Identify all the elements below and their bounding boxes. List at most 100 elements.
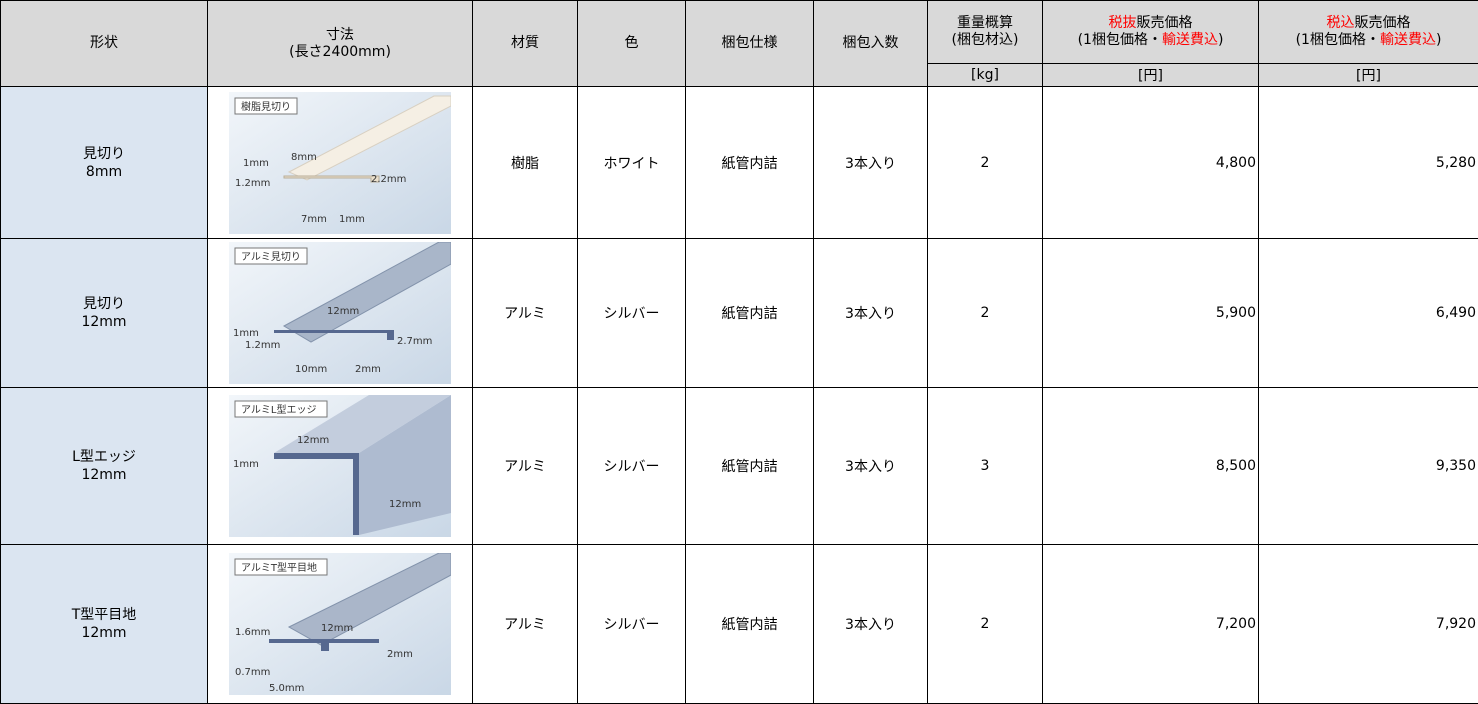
price-excl-cell: 4,800	[1042, 85, 1259, 240]
diagram-title-box	[234, 97, 298, 115]
profile-section	[269, 638, 379, 651]
diagram: 樹脂見切り 1mm 8mm 1.2mm 2.2mm 7mm 1mm	[229, 91, 451, 234]
table-row: 見切り 12mm アルミ見切り 12mm 1mm 1.2mm 2.7mm 10mm 2mm アルミ…	[0, 238, 1478, 389]
shape-cell: L型エッジ 12mm	[0, 387, 208, 545]
header-line: (長さ2400mm)	[209, 44, 472, 61]
diagram-cell: 樹脂見切り 1mm 8mm 1.2mm 2.2mm 7mm 1mm	[207, 85, 473, 240]
packing-cell: 紙管内詰	[685, 238, 814, 389]
dimension-label: 1mm	[233, 328, 259, 339]
dimension-label: 1mm	[339, 214, 365, 225]
header-line: 梱包仕様	[687, 35, 813, 52]
shape-text: 12mm	[81, 467, 127, 484]
header-line: (梱包材込)	[929, 32, 1042, 49]
shape-text: 12mm	[81, 624, 127, 641]
packing-cell: 紙管内詰	[685, 543, 814, 704]
price-incl-cell: 9,350	[1258, 387, 1478, 545]
dimension-label: 5.0mm	[269, 683, 304, 694]
header-text: )	[1217, 32, 1224, 48]
dimension-label: 12mm	[327, 306, 359, 317]
header-text: 材質	[511, 35, 539, 51]
price-incl-cell: 5,280	[1258, 85, 1478, 240]
shape-cell: T型平目地 12mm	[0, 543, 208, 704]
header-text: (1梱包価格・	[1295, 32, 1380, 48]
header-text: (1梱包価格・	[1077, 32, 1162, 48]
diagram-title: 樹脂見切り	[241, 100, 291, 113]
header-text: 色	[624, 35, 639, 51]
header-text: 税込	[1326, 15, 1355, 31]
diagram-title-box	[234, 558, 328, 576]
header-cell: 税込販売価格 (1梱包価格・輸送費込)	[1258, 0, 1478, 64]
header-cell: 梱包仕様	[685, 0, 814, 87]
header-cell: 寸法 (長さ2400mm)	[207, 0, 473, 87]
diagram-title: アルミT型平目地	[241, 561, 317, 574]
shape-text: 見切り	[83, 296, 125, 313]
profile-section	[274, 330, 394, 341]
dimension-label: 2.2mm	[371, 174, 406, 185]
diagram-title: アルミL型エッジ	[241, 403, 316, 416]
table-row: 見切り 8mm 樹脂見切り 1mm 8mm 1.2mm 2.2mm 7mm 1mm 樹脂 ホワイト紙…	[0, 85, 1478, 240]
header-line: 形状	[2, 35, 207, 52]
diagram-cell: アルミL型エッジ 12mm 1mm 12mm	[207, 387, 473, 545]
header-cell: 形状	[0, 0, 208, 87]
header-text: 輸送費込	[1379, 32, 1436, 48]
header-text: 販売価格	[1354, 15, 1411, 31]
shape-text: L型エッジ	[72, 449, 136, 466]
shape-text: 12mm	[81, 314, 127, 331]
price-excl-cell: 5,900	[1042, 238, 1259, 389]
header-cell: 梱包入数	[813, 0, 928, 87]
color-cell: シルバー	[577, 543, 686, 704]
unit-cell: [kg]	[927, 63, 1043, 87]
dimension-label: 2mm	[355, 364, 381, 375]
header-line: 税込販売価格	[1260, 15, 1478, 32]
packing-cell: 紙管内詰	[685, 85, 814, 240]
header-line: 材質	[474, 35, 577, 52]
unit-cell: [円]	[1042, 63, 1259, 87]
dimension-label: 1.2mm	[245, 340, 280, 351]
header-line: 色	[579, 35, 685, 52]
table-row: L型エッジ 12mm アルミL型エッジ 12mm 1mm 12mm アルミ シルバー 紙管内詰 3…	[0, 387, 1478, 545]
weight-cell: 2	[927, 238, 1043, 389]
diagram: アルミT型平目地 12mm 1.6mm 2mm 0.7mm 5.0mm	[229, 552, 451, 695]
weight-cell: 3	[927, 387, 1043, 545]
shape-cell: 見切り 12mm	[0, 238, 208, 389]
quantity-cell: 3本入り	[813, 387, 928, 545]
quantity-cell: 3本入り	[813, 238, 928, 389]
header-text: 重量概算	[957, 15, 1013, 31]
header-line: (1梱包価格・輸送費込)	[1044, 32, 1258, 49]
color-cell: シルバー	[577, 238, 686, 389]
header-line: (1梱包価格・輸送費込)	[1260, 32, 1478, 49]
dimension-label: 1.2mm	[235, 178, 270, 189]
profile-face	[287, 95, 451, 181]
header-line: 税抜販売価格	[1044, 15, 1258, 32]
header-line: 寸法	[209, 26, 472, 44]
profile-face	[282, 242, 451, 343]
diagram: アルミL型エッジ 12mm 1mm 12mm	[229, 395, 451, 538]
dimension-label: 12mm	[297, 435, 329, 446]
dimension-label: 0.7mm	[235, 667, 270, 678]
packing-cell: 紙管内詰	[685, 387, 814, 545]
profile-face	[359, 395, 451, 536]
material-cell: アルミ	[472, 238, 578, 389]
header-text: )	[1435, 32, 1442, 48]
color-cell: シルバー	[577, 387, 686, 545]
shape-text: T型平目地	[71, 606, 137, 623]
header-text: 形状	[90, 35, 118, 51]
shape-text: 見切り	[83, 145, 125, 162]
price-excl-cell: 7,200	[1042, 543, 1259, 704]
header-text: 税抜	[1108, 15, 1137, 31]
profile-section	[283, 175, 380, 183]
dimension-label: 12mm	[389, 499, 421, 510]
dimension-label: 2.7mm	[397, 336, 432, 347]
weight-cell: 2	[927, 85, 1043, 240]
quantity-cell: 3本入り	[813, 543, 928, 704]
material-cell: アルミ	[472, 543, 578, 704]
header-cell: 材質	[472, 0, 578, 87]
shape-cell: 見切り 8mm	[0, 85, 208, 240]
header-cell: 税抜販売価格 (1梱包価格・輸送費込)	[1042, 0, 1259, 64]
header-text: 寸法	[326, 26, 354, 43]
diagram-cell: アルミT型平目地 12mm 1.6mm 2mm 0.7mm 5.0mm	[207, 543, 473, 704]
header-text: 販売価格	[1136, 15, 1193, 31]
header-text: 梱包入数	[842, 35, 899, 51]
